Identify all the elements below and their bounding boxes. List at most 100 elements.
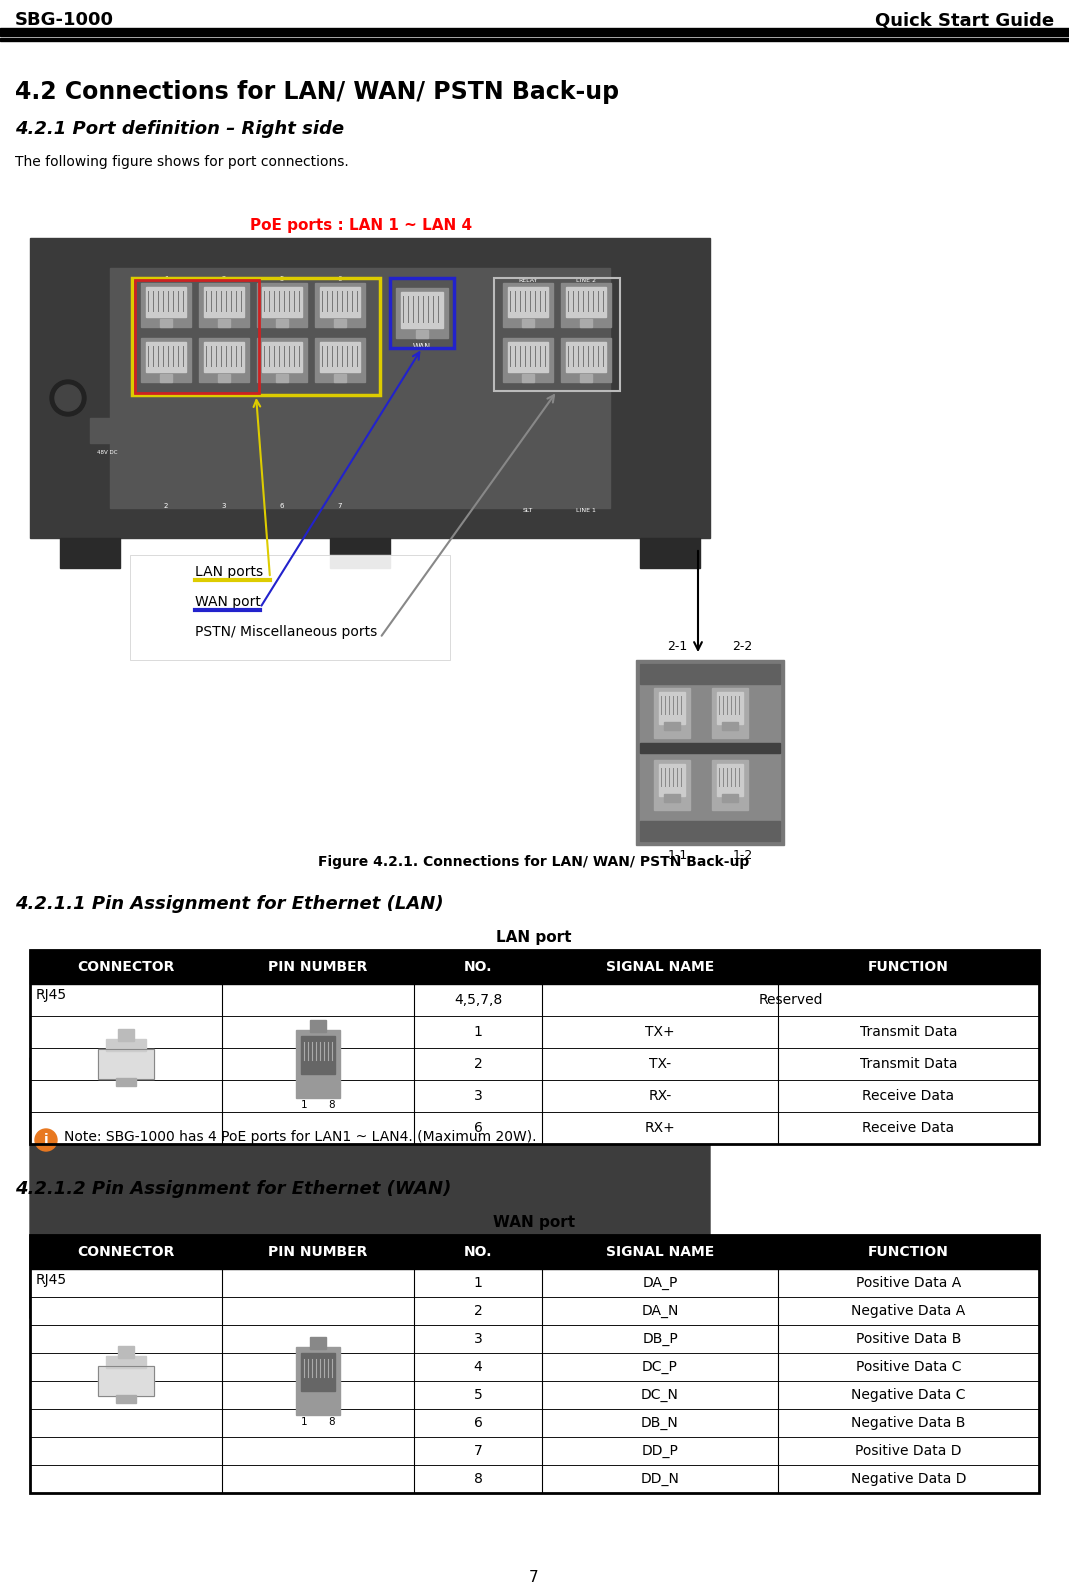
- Text: DA_N: DA_N: [641, 1304, 679, 1318]
- Text: TX+: TX+: [646, 1025, 675, 1039]
- Bar: [566, 342, 606, 372]
- Text: Reset to
Defaults: Reset to Defaults: [95, 420, 119, 431]
- Text: 5: 5: [280, 276, 284, 282]
- Bar: [276, 319, 288, 327]
- Text: WAN port: WAN port: [493, 1215, 575, 1231]
- Bar: [30, 1409, 1039, 1436]
- Bar: [146, 342, 186, 372]
- Bar: [146, 287, 186, 318]
- Text: 4.2 Connections for LAN/ WAN/ PSTN Back-up: 4.2 Connections for LAN/ WAN/ PSTN Back-…: [15, 80, 619, 104]
- Bar: [640, 664, 780, 841]
- Bar: [580, 373, 592, 381]
- Bar: [301, 1036, 335, 1074]
- Bar: [30, 1298, 1039, 1325]
- Text: 2: 2: [221, 276, 227, 282]
- Bar: [664, 793, 680, 803]
- Text: Quick Start Guide: Quick Start Guide: [874, 11, 1054, 29]
- Bar: [276, 373, 288, 381]
- Bar: [0, 0, 1069, 29]
- Text: RJ45: RJ45: [36, 1274, 67, 1286]
- Text: SBG-1000: SBG-1000: [15, 11, 114, 29]
- Circle shape: [55, 385, 81, 412]
- Bar: [135, 279, 259, 393]
- Bar: [296, 1347, 340, 1416]
- Text: 1: 1: [164, 276, 168, 282]
- Bar: [640, 538, 700, 568]
- Text: CONNECTOR: CONNECTOR: [77, 1245, 174, 1259]
- Text: 7: 7: [529, 1570, 539, 1585]
- Text: 2-1: 2-1: [667, 640, 687, 653]
- Bar: [218, 319, 230, 327]
- Bar: [494, 278, 620, 391]
- Polygon shape: [30, 1058, 710, 1358]
- Bar: [320, 287, 360, 318]
- Bar: [118, 1345, 134, 1358]
- Text: 2-2: 2-2: [732, 640, 753, 653]
- Bar: [98, 1049, 154, 1079]
- Bar: [0, 29, 1069, 37]
- Bar: [659, 764, 685, 796]
- Bar: [204, 342, 244, 372]
- Text: NO.: NO.: [464, 961, 492, 974]
- Bar: [131, 278, 379, 394]
- Bar: [664, 721, 680, 729]
- Bar: [30, 1269, 1039, 1298]
- Text: 3: 3: [474, 1333, 482, 1345]
- Bar: [117, 1077, 136, 1085]
- Text: WAN port: WAN port: [195, 595, 261, 610]
- Text: RJ45: RJ45: [36, 988, 67, 1002]
- Text: Negative Data C: Negative Data C: [851, 1389, 965, 1401]
- Text: i: i: [44, 1133, 48, 1148]
- Text: SIGNAL NAME: SIGNAL NAME: [606, 1245, 714, 1259]
- Bar: [315, 338, 365, 381]
- Bar: [296, 1029, 340, 1098]
- Bar: [257, 338, 307, 381]
- Bar: [130, 555, 450, 661]
- Text: 3: 3: [474, 1088, 482, 1103]
- Bar: [130, 555, 450, 661]
- Bar: [106, 1357, 146, 1368]
- Bar: [30, 1381, 1039, 1409]
- Text: NO.: NO.: [464, 1245, 492, 1259]
- Text: 6: 6: [280, 503, 284, 509]
- Bar: [30, 238, 710, 538]
- Text: SLT: SLT: [673, 824, 682, 828]
- Bar: [640, 744, 780, 753]
- Text: 2: 2: [474, 1057, 482, 1071]
- Text: CONNECTOR: CONNECTOR: [77, 961, 174, 974]
- Text: DB_N: DB_N: [641, 1416, 679, 1430]
- Bar: [160, 373, 172, 381]
- Bar: [503, 282, 553, 327]
- Text: PoE ports : LAN 1 ~ LAN 4: PoE ports : LAN 1 ~ LAN 4: [250, 219, 472, 233]
- Text: RELAY
ALARM: RELAY ALARM: [517, 278, 539, 289]
- Bar: [30, 1235, 1039, 1269]
- Bar: [257, 282, 307, 327]
- Text: DC_P: DC_P: [642, 1360, 678, 1374]
- Bar: [712, 760, 748, 811]
- Bar: [30, 1080, 1039, 1112]
- Text: 1: 1: [300, 1100, 307, 1109]
- Text: Negative Data B: Negative Data B: [851, 1416, 965, 1430]
- Text: Negative Data A: Negative Data A: [851, 1304, 965, 1318]
- Bar: [106, 1039, 146, 1052]
- Bar: [396, 287, 448, 338]
- Text: 4,5,7,8: 4,5,7,8: [454, 993, 502, 1007]
- Bar: [141, 338, 191, 381]
- Text: RX-: RX-: [649, 1088, 671, 1103]
- Bar: [401, 292, 443, 329]
- Text: Figure 4.2.1. Connections for LAN/ WAN/ PSTN Back-up: Figure 4.2.1. Connections for LAN/ WAN/ …: [319, 855, 749, 868]
- Bar: [98, 1049, 154, 1079]
- Bar: [30, 1353, 1039, 1381]
- Bar: [30, 1325, 1039, 1353]
- Text: LAN port: LAN port: [496, 930, 572, 945]
- Text: Receive Data: Receive Data: [863, 1088, 955, 1103]
- Bar: [30, 1017, 1039, 1049]
- Bar: [30, 950, 1039, 1144]
- Bar: [30, 1465, 1039, 1492]
- Bar: [390, 278, 454, 348]
- Bar: [98, 1366, 154, 1396]
- Text: DC_N: DC_N: [641, 1389, 679, 1401]
- Bar: [522, 373, 534, 381]
- Bar: [416, 330, 428, 338]
- Bar: [30, 985, 1039, 1017]
